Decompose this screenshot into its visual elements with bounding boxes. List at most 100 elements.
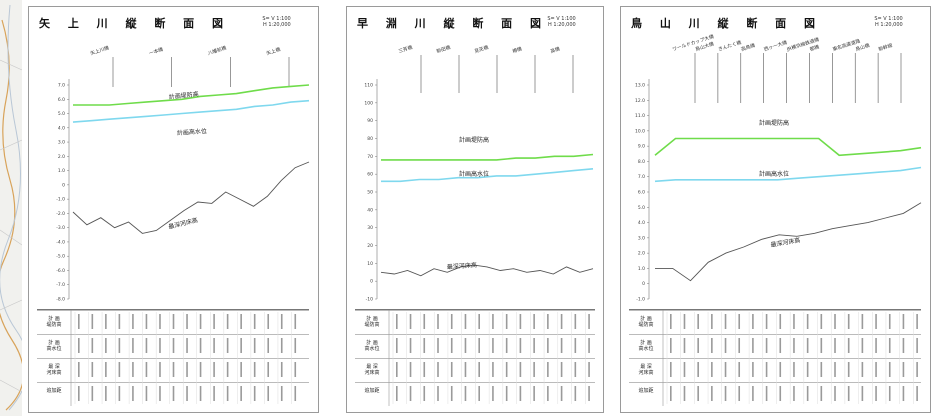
table-cell-value: [253, 386, 256, 401]
table-cell-value: [118, 314, 121, 329]
table-cell-value: [547, 386, 549, 401]
profile-chart: 13.0 12.0 11.0 10.0 9.0 8.0 7.0 6.0 5.0 4.0 3.0 2.0…: [635, 33, 922, 303]
annotation-hwl: 計画高水位: [177, 127, 208, 137]
table-cell-value: [145, 386, 148, 401]
y-tick-label: 4.0: [58, 125, 65, 131]
table-cell-value: [105, 314, 107, 329]
table-cell-value: [186, 338, 188, 353]
table-cell-value: [199, 314, 202, 329]
table-cell-value: [409, 386, 412, 401]
table-cell-value: [159, 338, 161, 353]
table-row-label: 最 深 河床高: [638, 364, 654, 376]
table-cell-value: [253, 362, 256, 377]
table-cell-value: [588, 314, 590, 329]
table-cell-value: [91, 338, 94, 353]
table-cell-value: [738, 338, 741, 353]
table-cell-value: [533, 338, 535, 353]
scale-h: H 1:20,000: [548, 22, 576, 28]
table-cell-value: [724, 386, 727, 401]
y-tick-label: 40: [367, 207, 373, 213]
bridge-label: 矢上橋: [265, 46, 281, 57]
table-row-divider: [629, 358, 921, 359]
table-cell-value: [574, 386, 577, 401]
table-cell-value: [450, 338, 453, 353]
table-cell-value: [697, 386, 699, 401]
y-tick-label: -10: [366, 297, 373, 303]
y-tick-label: 1.0: [638, 266, 645, 272]
series-line: [72, 99, 310, 123]
scale-label: S= V 1:100 H 1:20,000: [866, 16, 902, 28]
table-cell-value: [820, 362, 823, 377]
table-cell-value: [450, 314, 453, 329]
table-cell-value: [186, 362, 188, 377]
table-cell-value: [793, 386, 795, 401]
table-cell-value: [752, 338, 754, 353]
table-row-divider: [355, 358, 595, 359]
table-cell-value: [779, 314, 782, 329]
table-cell-value: [834, 314, 836, 329]
table-row-divider: [37, 358, 309, 359]
table-cell-value: [172, 338, 175, 353]
bridge-label: 樽橋: [511, 45, 522, 55]
y-tick-label: -7.0: [56, 282, 65, 288]
table-cell-value: [464, 362, 467, 377]
y-tick-label: 0: [62, 182, 65, 188]
table-cell-value: [464, 338, 467, 353]
series-line: [73, 84, 310, 106]
y-tick-label: 30: [367, 225, 373, 231]
table-cell-value: [409, 362, 412, 377]
series-line: [381, 153, 594, 161]
table-cell-value: [793, 314, 795, 329]
table-columns: [70, 310, 297, 406]
bridge-label: 見花橋: [473, 44, 489, 55]
table-cell-value: [888, 386, 891, 401]
table-cell-value: [806, 386, 809, 401]
panel-yagami: 矢 上 川 縦 断 面 図 S= V 1:100 H 1:20,000 7.0 6.…: [28, 6, 319, 413]
table-cell-value: [779, 362, 782, 377]
table-cell-value: [280, 314, 283, 329]
data-table: 計 画 堤防高計 画 高水位最 深 河床高 追加距: [355, 309, 595, 406]
table-cell-value: [199, 386, 202, 401]
table-row-divider: [355, 382, 595, 383]
table-cell-value: [409, 338, 412, 353]
table-cell-value: [752, 362, 754, 377]
table-cell-value: [240, 338, 242, 353]
y-tick-label: 2.0: [58, 154, 65, 160]
panel-title: 鳥 山 川 縦 断 面 図: [631, 17, 822, 30]
table-cell-value: [437, 386, 439, 401]
table-cell-value: [820, 338, 823, 353]
table-cell-value: [213, 362, 215, 377]
annotation-dike: 計画堤防高: [168, 90, 199, 101]
table-cell-value: [861, 338, 864, 353]
table-cell-value: [793, 338, 795, 353]
table-cell-value: [145, 314, 148, 329]
scale-v: S= V 1:100: [262, 16, 291, 22]
table-cell-value: [505, 386, 508, 401]
y-tick-label: 4.0: [638, 220, 645, 226]
y-tick-label: 5.0: [58, 111, 65, 117]
table-row-label: 計 画 高水位: [46, 340, 62, 352]
y-tick-label: 8.0: [638, 159, 645, 165]
table-cell-value: [186, 314, 188, 329]
table-cell-value: [240, 386, 242, 401]
table-row-divider: [37, 382, 309, 383]
table-cell-value: [294, 338, 297, 353]
table-cell-value: [711, 338, 713, 353]
table-cell-value: [683, 314, 686, 329]
table-cell-value: [916, 386, 918, 401]
table-cell-value: [533, 386, 535, 401]
table-cell-value: [226, 386, 229, 401]
scale-h: H 1:20,000: [263, 22, 291, 28]
bridge-label: 三芳橋: [397, 44, 413, 55]
bridge-label: 高鳥橋: [740, 42, 756, 53]
table-cell-value: [396, 362, 398, 377]
table-cell-value: [396, 338, 398, 353]
bridge-label: 新田橋: [435, 44, 451, 55]
table-cell-value: [437, 338, 439, 353]
table-cell-value: [172, 386, 175, 401]
table-cell-value: [834, 338, 836, 353]
table-cell-value: [697, 338, 699, 353]
y-tick-label: 0: [642, 281, 645, 287]
scale-v: S= V 1:100: [547, 16, 576, 22]
table-cell-value: [240, 314, 242, 329]
